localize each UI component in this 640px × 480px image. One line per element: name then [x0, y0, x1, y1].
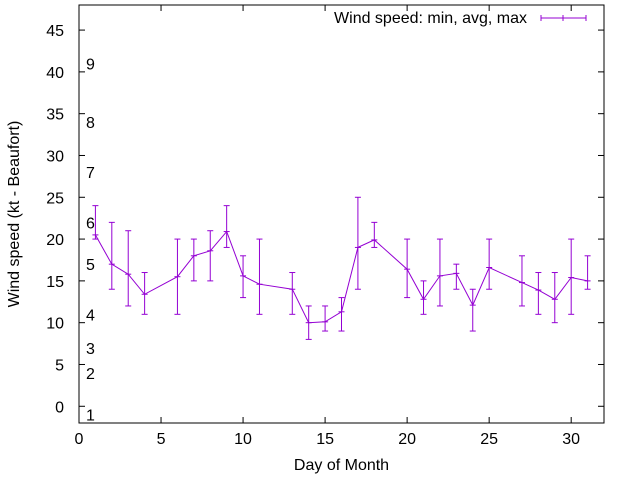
beaufort-label: 9 — [86, 57, 95, 74]
beaufort-label: 3 — [86, 341, 95, 358]
beaufort-label: 5 — [86, 257, 95, 274]
beaufort-label: 7 — [86, 165, 95, 182]
beaufort-label: 1 — [86, 408, 95, 425]
y-axis-title: Wind speed (kt - Beaufort) — [6, 121, 23, 308]
beaufort-labels: 1 2 3 4 5 6 7 8 9 — [86, 57, 95, 425]
y-tick-label: 0 — [55, 399, 64, 416]
x-tick-label: 25 — [480, 431, 498, 448]
x-tick-label: 5 — [157, 431, 166, 448]
legend: Wind speed: min, avg, max — [334, 10, 587, 27]
x-tick-labels: 0 5 10 15 20 25 30 — [75, 431, 581, 448]
beaufort-label: 2 — [86, 366, 95, 383]
y-tick-label: 40 — [46, 65, 64, 82]
data-points — [92, 231, 591, 324]
y-tick-label: 30 — [46, 148, 64, 165]
error-bars — [92, 196, 591, 340]
y-tick-label: 45 — [46, 23, 64, 40]
legend-label: Wind speed: min, avg, max — [334, 10, 527, 27]
legend-sample — [540, 15, 587, 21]
x-tick-label: 10 — [234, 431, 252, 448]
beaufort-label: 8 — [86, 115, 95, 132]
y-tick-label: 10 — [46, 316, 64, 333]
y-tick-label: 25 — [46, 190, 64, 207]
y-tick-label: 35 — [46, 107, 64, 124]
plot-frame — [78, 4, 605, 424]
x-tick-label: 15 — [316, 431, 334, 448]
y-tick-labels: 0 5 10 15 20 25 30 35 40 45 — [46, 23, 64, 416]
x-tick-label: 0 — [75, 431, 84, 448]
beaufort-label: 4 — [86, 307, 95, 324]
x-axis-title: Day of Month — [294, 457, 389, 474]
y-tick-label: 15 — [46, 274, 64, 291]
x-tick-label: 20 — [398, 431, 416, 448]
y-tick-label: 5 — [55, 357, 64, 374]
beaufort-label: 6 — [86, 215, 95, 232]
axis-ticks — [78, 5, 604, 423]
y-tick-label: 20 — [46, 232, 64, 249]
x-tick-label: 30 — [562, 431, 580, 448]
